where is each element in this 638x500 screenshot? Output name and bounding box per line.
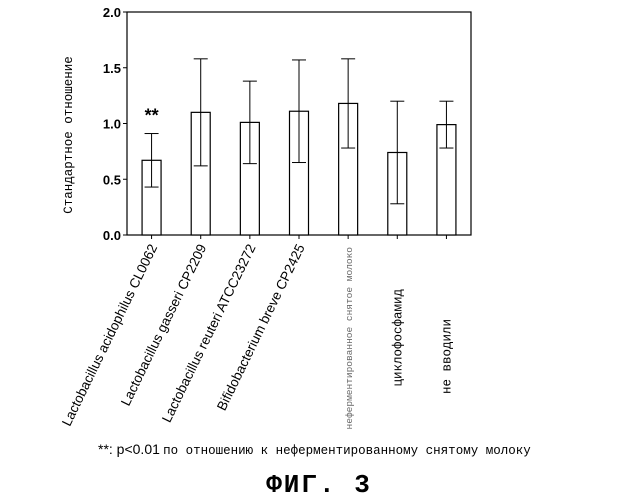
figure-caption: ФИГ. 3 — [0, 470, 638, 500]
footnote: **: p<0.01 по отношению к неферментирова… — [98, 441, 531, 458]
y-tick-label: 0.0 — [103, 228, 121, 243]
x-category-label: Lactobacillus acidophilus CL0062 — [59, 242, 160, 429]
y-axis-label: Стандартное отношение — [62, 56, 76, 214]
footnote-significance: **: p<0.01 — [98, 441, 160, 457]
y-tick-label: 2.0 — [103, 5, 121, 20]
x-category-label: Lactobacillus reuteri ATCC23272 — [159, 242, 259, 425]
x-category-label: Bifidobacterium breve CP2425 — [214, 242, 308, 413]
y-tick-label: 1.0 — [103, 117, 121, 132]
footnote-note: по отношению к неферментированному снято… — [163, 444, 531, 458]
x-category-label: циклофосфамид — [391, 289, 405, 387]
x-axis-category-labels: Lactobacillus acidophilus CL0062Lactobac… — [59, 242, 454, 430]
x-category-label: неферментированное снятое молоко — [344, 247, 355, 430]
significance-marker: ** — [145, 106, 159, 126]
x-category-label: Lactobacillus gasseri CP2209 — [118, 242, 209, 408]
y-tick-label: 0.5 — [103, 172, 121, 187]
y-tick-label: 1.5 — [103, 61, 121, 76]
x-category-label: не вводили — [440, 319, 454, 394]
significance-annotations: ** — [145, 106, 159, 126]
y-axis-ticks: 0.0 0.5 1.0 1.5 2.0 — [103, 5, 127, 243]
